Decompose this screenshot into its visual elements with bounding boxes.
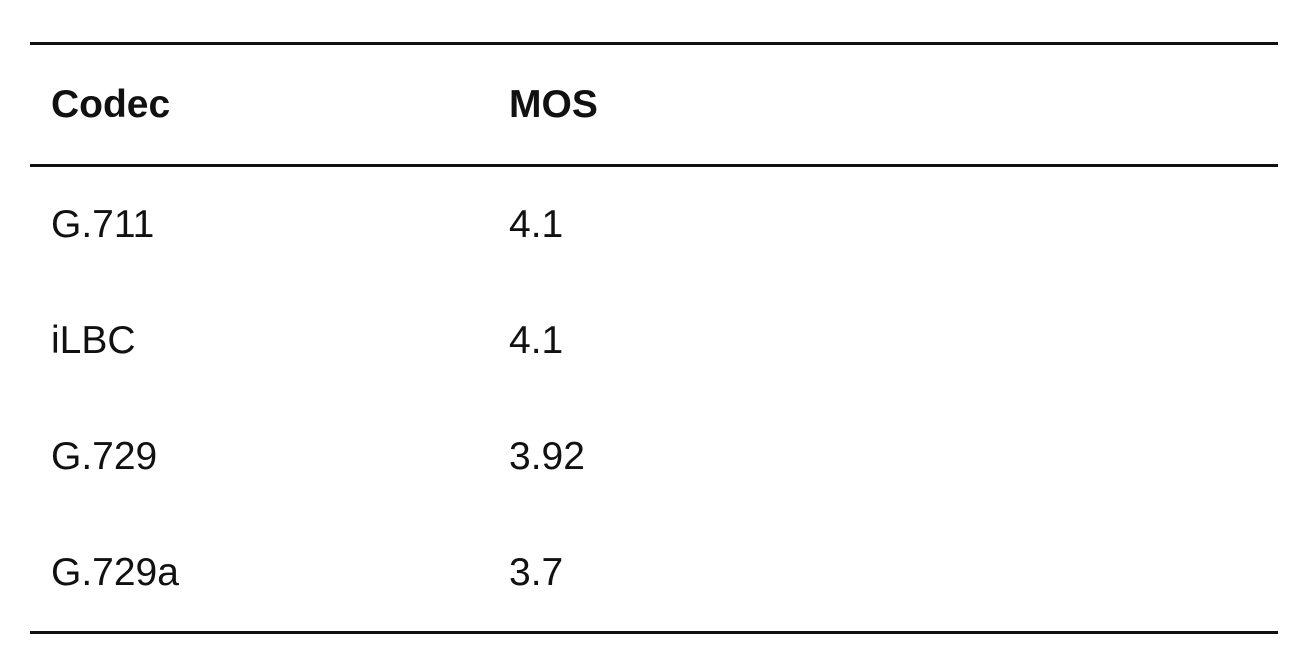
codec-cell: iLBC <box>51 319 136 362</box>
mos-cell: 4.1 <box>509 319 564 362</box>
mos-cell: 3.92 <box>509 435 585 478</box>
table-row: iLBC 4.1 <box>30 283 1278 399</box>
table-row: G.729 3.92 <box>30 399 1278 515</box>
column-header-codec: Codec <box>51 82 171 126</box>
codec-cell: G.711 <box>51 203 155 246</box>
table-header: Codec MOS <box>30 43 1278 166</box>
codec-cell: G.729 <box>51 435 158 478</box>
mos-cell: 3.7 <box>509 551 564 594</box>
header-row: Codec MOS <box>30 43 1278 166</box>
codec-mos-table-container: Codec MOS G.711 4.1 iLBC 4.1 G.729 3.92 … <box>30 42 1278 634</box>
mos-cell: 4.1 <box>509 203 564 246</box>
column-header-mos: MOS <box>509 82 598 126</box>
table-row: G.711 4.1 <box>30 166 1278 284</box>
codec-mos-table: Codec MOS G.711 4.1 iLBC 4.1 G.729 3.92 … <box>30 42 1278 634</box>
table-row: G.729a 3.7 <box>30 515 1278 633</box>
codec-cell: G.729a <box>51 551 179 594</box>
table-body: G.711 4.1 iLBC 4.1 G.729 3.92 G.729a 3.7 <box>30 166 1278 633</box>
